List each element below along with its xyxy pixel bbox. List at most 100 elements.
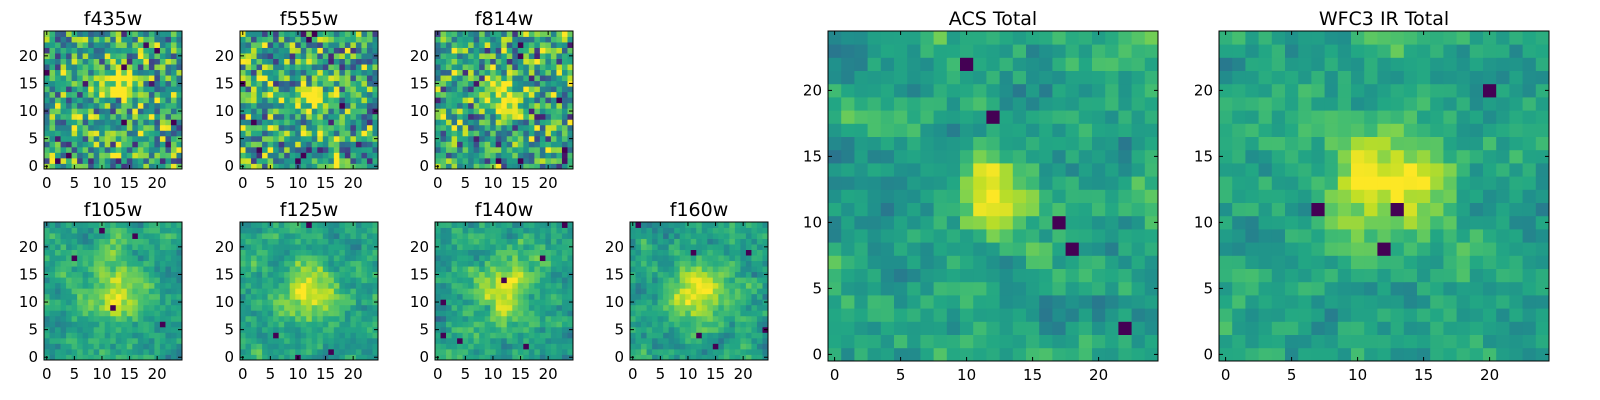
heatmap-cell <box>528 271 535 278</box>
heatmap-cell <box>251 42 257 48</box>
heatmap-cell <box>762 255 769 262</box>
heatmap-cell <box>289 293 296 300</box>
heatmap-cell <box>328 310 335 317</box>
heatmap-cell <box>907 321 921 335</box>
heatmap-cell <box>718 255 725 262</box>
heatmap-cell <box>355 102 362 109</box>
heatmap-cell <box>350 108 357 115</box>
heatmap-cell <box>545 244 552 250</box>
heatmap-cell <box>355 141 362 148</box>
heatmap-cell <box>512 36 519 43</box>
heatmap-cell <box>679 348 686 355</box>
heatmap-cell <box>556 31 563 37</box>
heatmap-cell <box>44 86 50 93</box>
heatmap-cell <box>104 293 111 300</box>
heatmap-cell <box>77 141 84 148</box>
heatmap-cell <box>240 249 246 256</box>
heatmap-cell <box>960 334 974 349</box>
heatmap-cell <box>712 244 719 250</box>
heatmap-cell <box>110 310 117 317</box>
heatmap-cell <box>44 119 50 126</box>
heatmap-cell <box>545 321 552 328</box>
heatmap-cell <box>317 157 324 164</box>
heatmap-cell <box>165 238 172 245</box>
heatmap-cell <box>880 321 895 335</box>
heatmap-cell <box>523 348 530 355</box>
heatmap-cell <box>528 86 535 93</box>
heatmap-cell <box>1012 255 1027 269</box>
heatmap-cell <box>696 315 703 322</box>
heatmap-cell <box>446 299 452 306</box>
heatmap-cell <box>723 332 730 339</box>
heatmap-cell <box>104 146 111 153</box>
heatmap-cell <box>756 255 763 262</box>
heatmap-cell <box>44 64 50 71</box>
heatmap-cell <box>278 249 285 256</box>
heatmap-cell <box>561 304 568 311</box>
heatmap-cell <box>718 321 725 328</box>
heatmap-cell <box>71 266 78 273</box>
heatmap-cell <box>561 108 568 115</box>
heatmap-cell <box>973 321 987 335</box>
heatmap-cell <box>333 64 340 71</box>
heatmap-cell <box>894 295 908 309</box>
heatmap-cell <box>1092 255 1106 269</box>
heatmap-cell <box>685 277 692 284</box>
heatmap-cell <box>828 334 842 349</box>
heatmap-cell <box>740 288 747 295</box>
heatmap-cell <box>44 233 50 239</box>
heatmap-cell <box>545 299 552 306</box>
heatmap-cell <box>306 141 313 148</box>
heatmap-cell <box>44 124 50 131</box>
heatmap-cell <box>306 260 313 267</box>
heatmap-cell <box>333 47 340 54</box>
heatmap-cell <box>317 124 324 131</box>
heatmap-cell <box>262 36 268 43</box>
heatmap-cell <box>451 332 458 339</box>
heatmap-cell <box>468 315 475 322</box>
heatmap-cell <box>550 42 557 48</box>
heatmap-cell <box>344 260 351 267</box>
heatmap-cell <box>517 152 524 159</box>
heatmap-cell <box>55 53 61 59</box>
heatmap-cell <box>300 266 307 273</box>
heatmap-cell <box>1065 334 1080 349</box>
heatmap-cell <box>854 255 868 269</box>
heatmap-cell <box>468 80 475 87</box>
heatmap-cell <box>1065 281 1080 296</box>
heatmap-cell <box>126 260 133 267</box>
heatmap-cell <box>278 354 285 361</box>
heatmap-cell <box>495 249 502 256</box>
heatmap-cell <box>907 255 921 269</box>
heatmap-cell <box>641 288 647 295</box>
heatmap-cell <box>696 299 703 306</box>
heatmap-cell <box>641 299 647 306</box>
heatmap-cell <box>517 332 524 339</box>
heatmap-cell <box>148 36 155 43</box>
heatmap-cell <box>828 347 842 362</box>
heatmap-cell <box>462 80 469 87</box>
heatmap-cell <box>322 157 329 164</box>
heatmap-cell <box>729 337 736 344</box>
heatmap-cell <box>762 337 769 344</box>
heatmap-cell <box>490 42 497 48</box>
heatmap-cell <box>462 91 469 98</box>
heatmap-cell <box>322 36 329 43</box>
heatmap-cell <box>440 315 447 322</box>
heatmap-cell <box>539 163 546 170</box>
heatmap-cell <box>256 321 263 328</box>
heatmap-cell <box>685 293 692 300</box>
heatmap-cell <box>154 141 161 148</box>
heatmap-cell <box>484 348 491 355</box>
heatmap-cell <box>165 75 172 82</box>
heatmap-cell <box>446 113 452 120</box>
heatmap-cell <box>657 288 664 295</box>
heatmap-cell <box>93 343 100 350</box>
heatmap-cell <box>701 326 708 333</box>
heatmap-cell <box>159 227 166 234</box>
heatmap-cell <box>718 354 725 361</box>
heatmap-cell <box>289 47 296 54</box>
heatmap-cell <box>451 238 458 245</box>
heatmap-cell <box>126 64 133 71</box>
